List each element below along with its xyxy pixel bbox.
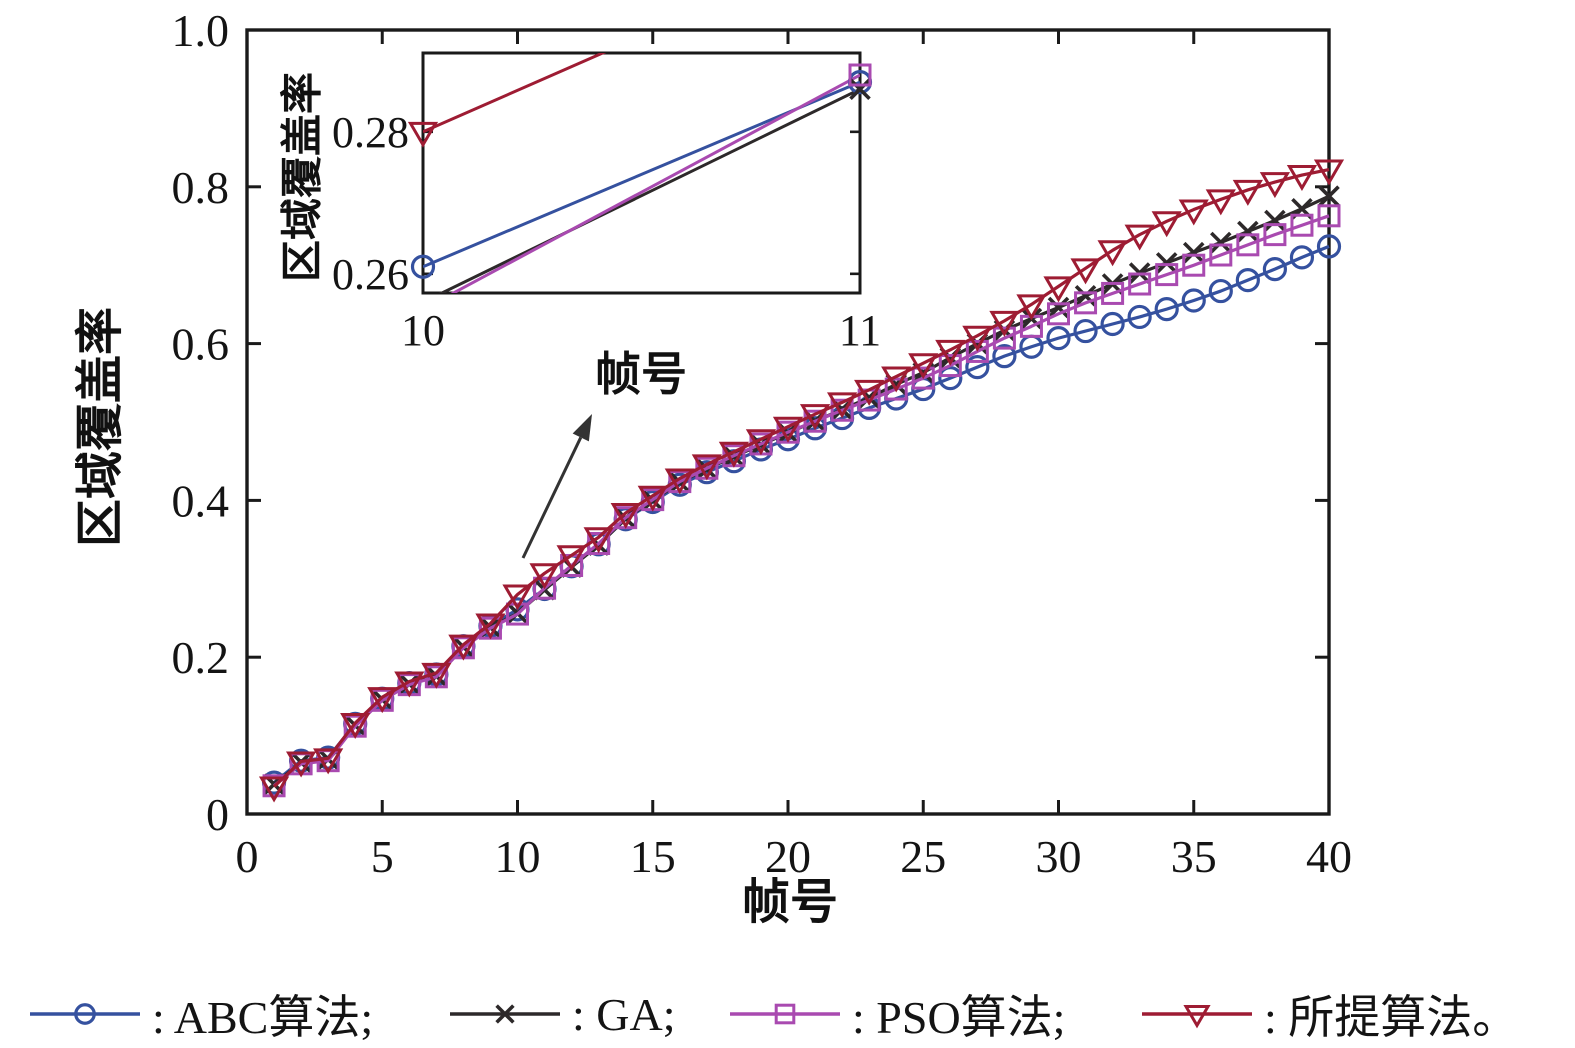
svg-text:0.28: 0.28 bbox=[332, 108, 409, 157]
svg-text:20: 20 bbox=[765, 831, 811, 882]
svg-text:40: 40 bbox=[1306, 831, 1352, 882]
svg-text:25: 25 bbox=[900, 831, 946, 882]
svg-text:11: 11 bbox=[839, 306, 881, 355]
inset-y-axis-title: 区域覆盖率 bbox=[280, 71, 327, 283]
svg-text:5: 5 bbox=[371, 831, 394, 882]
x-axis-title: 帧号 bbox=[741, 876, 839, 929]
svg-text:0: 0 bbox=[206, 789, 229, 840]
legend-label: : 所提算法。 bbox=[1264, 992, 1519, 1043]
svg-text:0.2: 0.2 bbox=[172, 632, 230, 683]
y-axis-title: 区域覆盖率 bbox=[74, 306, 127, 548]
legend-marker-triangle-icon bbox=[1142, 1005, 1252, 1029]
legend-item-ga: : GA; bbox=[448, 982, 676, 1046]
svg-text:15: 15 bbox=[630, 831, 676, 882]
legend-label: : PSO算法; bbox=[852, 992, 1066, 1043]
svg-text:10: 10 bbox=[401, 306, 445, 355]
svg-text:30: 30 bbox=[1036, 831, 1082, 882]
svg-text:0.6: 0.6 bbox=[172, 319, 230, 370]
svg-text:0: 0 bbox=[236, 831, 259, 882]
svg-text:0.8: 0.8 bbox=[172, 162, 230, 213]
svg-text:0.4: 0.4 bbox=[172, 475, 230, 526]
legend-marker-x-icon bbox=[450, 1004, 560, 1024]
legend-item-proposed: : 所提算法。 bbox=[1140, 982, 1518, 1046]
legend-item-abc: : ABC算法; bbox=[28, 982, 373, 1046]
svg-text:10: 10 bbox=[495, 831, 541, 882]
legend-marker-circle-icon bbox=[30, 1003, 140, 1025]
legend-marker-square-icon bbox=[730, 1003, 840, 1025]
svg-text:35: 35 bbox=[1171, 831, 1217, 882]
legend-label: : ABC算法; bbox=[152, 992, 374, 1043]
svg-text:0.26: 0.26 bbox=[332, 250, 409, 299]
legend-label: : GA; bbox=[572, 988, 676, 1040]
svg-text:1.0: 1.0 bbox=[172, 5, 230, 56]
inset-x-axis-annotation-label: 帧号 bbox=[595, 349, 687, 400]
legend-item-pso: : PSO算法; bbox=[728, 982, 1065, 1046]
